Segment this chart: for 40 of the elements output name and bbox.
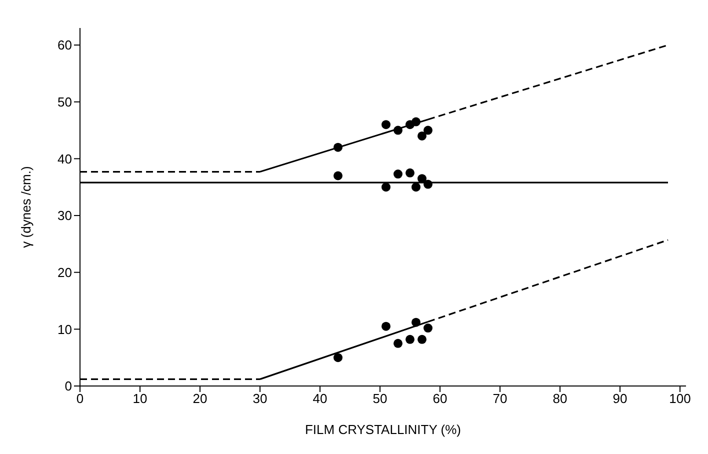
x-tick-label: 100	[669, 391, 691, 406]
point	[418, 174, 426, 184]
y-tick-label: 60	[58, 38, 72, 53]
point	[418, 334, 426, 344]
y-axis-title: γ (dynes /cm.)	[18, 166, 34, 248]
point	[424, 324, 432, 333]
point	[394, 126, 402, 135]
point	[412, 318, 420, 327]
x-axis-title: FILM CRYSTALLINITY (%)	[304, 422, 462, 437]
point	[424, 126, 432, 135]
x-tick-label: 60	[432, 391, 448, 406]
point	[382, 322, 390, 331]
y-tick-label: 50	[58, 94, 72, 110]
x-tick-label: 20	[192, 391, 208, 406]
point	[406, 334, 414, 344]
y-tick-label: 30	[58, 208, 72, 224]
point	[412, 182, 420, 192]
point	[334, 142, 342, 152]
point	[394, 170, 402, 179]
point	[424, 180, 432, 189]
point	[394, 338, 402, 348]
x-tick-label: 70	[492, 391, 508, 406]
y-tick-label: 40	[58, 151, 72, 166]
x-tick-label: 0	[76, 391, 84, 406]
point	[418, 131, 426, 140]
point	[334, 171, 342, 180]
x-tick-label: 30	[252, 391, 268, 406]
point	[334, 353, 342, 362]
point	[406, 168, 414, 178]
point	[382, 120, 390, 130]
x-tick-label: 80	[552, 391, 568, 406]
x-tick-label: 40	[312, 391, 328, 406]
point	[382, 182, 390, 192]
point	[412, 117, 420, 126]
y-tick-label: 0	[64, 378, 72, 394]
y-tick-label: 10	[58, 322, 72, 337]
x-tick-label: 50	[372, 391, 388, 406]
x-tick-label: 10	[132, 391, 148, 406]
y-tick-label: 20	[58, 264, 72, 280]
x-tick-label: 90	[612, 391, 628, 406]
